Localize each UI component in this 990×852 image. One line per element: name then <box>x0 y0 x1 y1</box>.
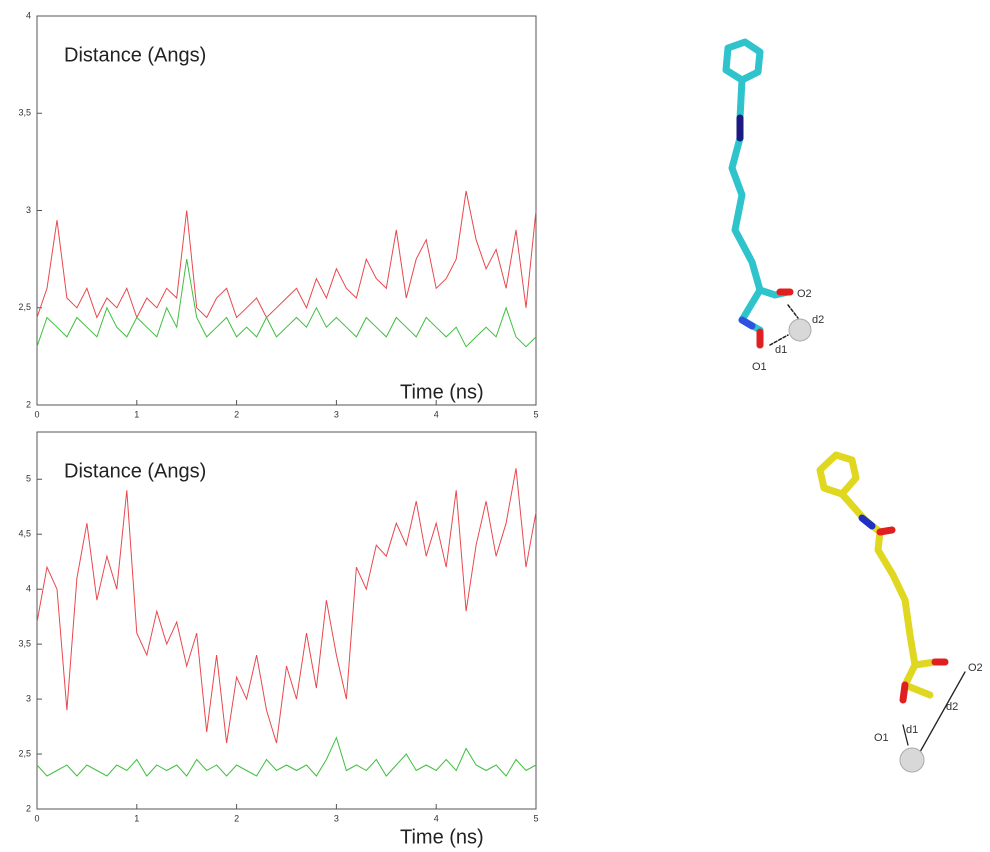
data-line <box>37 191 536 318</box>
plot-frame <box>37 432 536 809</box>
figure: O2 d2 d1 O1 O2 d2 d1 O1 2 2,5 3 3,5 4 0 1 2 3 4 5 D… <box>0 0 990 852</box>
y-tick-label: 2,5 <box>18 748 31 758</box>
y-tick-label: 2 <box>26 803 31 813</box>
x-tick-label: 3 <box>334 813 339 823</box>
atom-label: O1 <box>874 732 889 744</box>
page: O2 d2 d1 O1 O2 d2 d1 O1 2 2,5 3 3,5 4 0 1 2 3 4 5 D… <box>0 0 990 852</box>
molecule-2: O2 d2 d1 O1 <box>820 455 983 772</box>
y-tick-label: 4 <box>26 10 31 20</box>
distance-label: d1 <box>775 344 787 356</box>
plot-frame <box>37 16 536 405</box>
y-tick-label: 2,5 <box>18 302 31 312</box>
distance-label: d2 <box>812 314 824 326</box>
y-tick-label: 3 <box>26 205 31 215</box>
x-tick-label: 0 <box>34 813 39 823</box>
distance-label: d1 <box>906 724 918 736</box>
x-tick-label: 5 <box>533 409 538 419</box>
y-tick-label: 3 <box>26 693 31 703</box>
y-tick-label: 4 <box>26 584 31 594</box>
x-tick-label: 2 <box>234 813 239 823</box>
y-tick-label: 3,5 <box>18 108 31 118</box>
x-axis-label: Time (ns) <box>400 826 484 848</box>
atom-label: O2 <box>797 288 812 300</box>
molecule-1: O2 d2 d1 O1 <box>726 42 824 373</box>
y-tick-label: 5 <box>26 474 31 484</box>
data-line <box>37 738 536 776</box>
atom-label: O2 <box>968 662 983 674</box>
distance-label: d2 <box>946 701 958 713</box>
data-line <box>37 468 536 743</box>
y-axis-label: Distance (Angs) <box>64 460 206 482</box>
x-axis-label: Time (ns) <box>400 381 484 403</box>
x-tick-label: 4 <box>434 409 439 419</box>
y-tick-label: 2 <box>26 399 31 409</box>
x-tick-label: 4 <box>434 813 439 823</box>
y-axis-label: Distance (Angs) <box>64 44 206 66</box>
x-tick-label: 1 <box>134 409 139 419</box>
x-tick-label: 5 <box>533 813 538 823</box>
x-tick-label: 3 <box>334 409 339 419</box>
x-tick-label: 2 <box>234 409 239 419</box>
y-tick-label: 4,5 <box>18 529 31 539</box>
atom-label: O1 <box>752 361 767 373</box>
x-tick-label: 0 <box>34 409 39 419</box>
y-tick-label: 3,5 <box>18 639 31 649</box>
x-tick-label: 1 <box>134 813 139 823</box>
